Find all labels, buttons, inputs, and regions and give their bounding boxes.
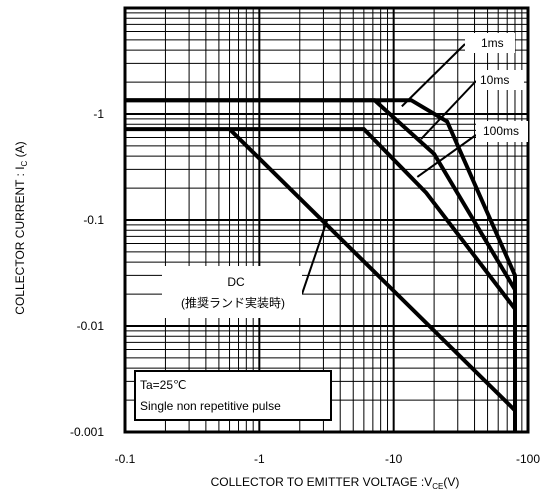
condition-note-box	[134, 370, 332, 421]
y-tick-label: -1	[93, 107, 104, 121]
y-tick-label: -0.001	[70, 425, 104, 439]
annotation-label-100ms: 100ms	[483, 124, 519, 138]
series-layer	[125, 98, 517, 432]
annotation-box-dc	[162, 266, 302, 318]
x-tick-label: -1	[254, 452, 265, 466]
frame-layer	[123, 6, 530, 434]
y-tick-label: -0.1	[83, 213, 104, 227]
annotation-label-dc: DC	[227, 275, 245, 289]
annotation-label-10ms: 10ms	[480, 73, 509, 87]
condition-note-line-1: Ta=25℃	[140, 378, 187, 392]
x-tick-label: -10	[385, 452, 403, 466]
y-tick-label: -0.01	[77, 319, 105, 333]
series-line-3	[228, 127, 517, 412]
annotation-label-1ms: 1ms	[481, 36, 504, 50]
x-tick-label: -0.1	[115, 452, 136, 466]
annotation-box-100ms	[476, 121, 528, 142]
tick-label-layer: -0.1 -1 -10 -100 -0.001 -0.01 -0.1 -1	[70, 107, 540, 466]
annotation-pointer-10ms	[420, 80, 477, 140]
annotation-pointer-dc	[301, 219, 329, 295]
x-tick-label: -100	[516, 452, 540, 466]
annotation-pointer-1ms	[401, 43, 466, 108]
annotation-label-dc-sub: (推奨ランド実装時)	[181, 295, 285, 310]
annotation-box-10ms	[476, 70, 524, 90]
plot-frame	[123, 6, 530, 434]
annotation-pointer-100ms	[416, 134, 477, 178]
x-axis-label: COLLECTOR TO EMITTER VOLTAGE :VCE(V)	[211, 475, 460, 491]
annotation-box-1ms	[465, 33, 515, 53]
annotation-layer: 1ms 10ms 100ms DC (推奨ランド実装時) Ta=25℃ Single non…	[134, 33, 528, 421]
condition-note-line-2: Single non repetitive pulse	[140, 399, 281, 413]
series-line-2	[125, 127, 517, 311]
y-axis-label: COLLECTOR CURRENT : IC (A)	[13, 141, 29, 314]
series-line-1	[125, 98, 517, 291]
